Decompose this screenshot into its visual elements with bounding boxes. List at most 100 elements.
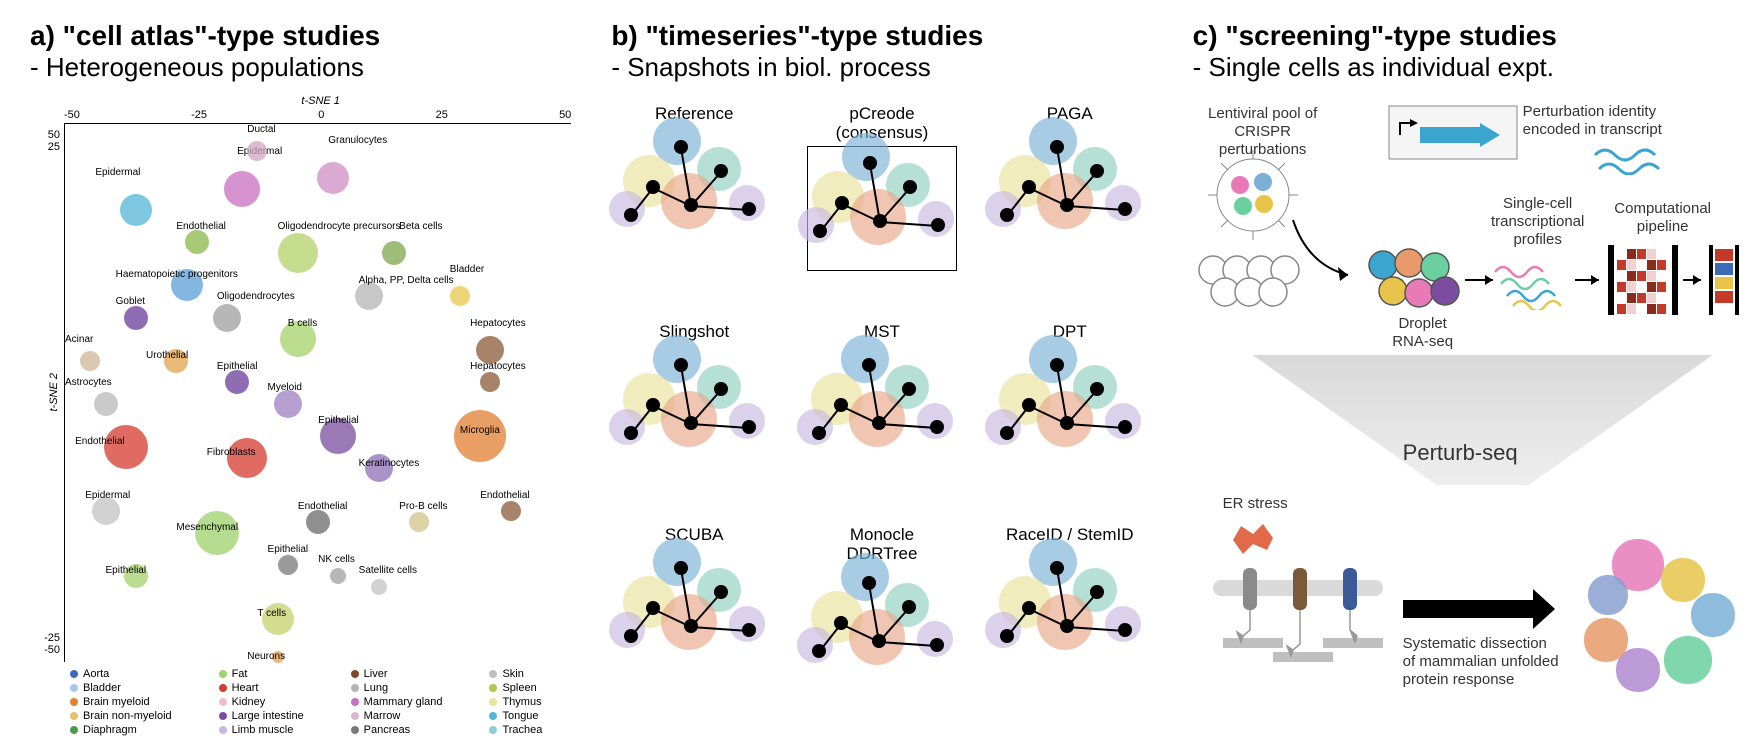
tsne-ylabel: t-SNE 2 [48, 373, 60, 412]
tsne-cluster [306, 510, 330, 534]
encoded-label: Perturbation identityencoded in transcri… [1523, 103, 1693, 139]
legend-label: Liver [364, 668, 388, 680]
tsne-cluster [320, 418, 356, 454]
legend-swatch [351, 698, 359, 706]
trajectory-cell: Reference [611, 105, 777, 305]
tsne-cluster [454, 410, 506, 462]
arrow-pool-to-cells [1288, 215, 1368, 295]
tsne-cluster-label: NK cells [318, 554, 355, 565]
tsne-cluster [476, 336, 504, 364]
tsne-cluster-label: Bladder [450, 264, 484, 275]
trajectory-plot [619, 349, 769, 474]
legend-item: Limb muscle [219, 724, 333, 736]
legend-item: Heart [219, 682, 333, 694]
legend-item: Mammary gland [351, 696, 472, 708]
trajectory-cell: SCUBA [611, 526, 777, 726]
legend-swatch [351, 670, 359, 678]
tsne-cluster [450, 286, 470, 306]
tsne-cluster [94, 392, 118, 416]
tsne-cluster-label: Pro-B cells [399, 501, 447, 512]
tsne-cluster [247, 141, 267, 161]
tsne-cluster [80, 351, 100, 371]
cells-infected-icon [1363, 245, 1463, 315]
legend-item: Tongue [489, 710, 571, 722]
tsne-cluster [274, 390, 302, 418]
legend-item: Marrow [351, 710, 472, 722]
trajectory-cell: MonocleDDRTree [799, 526, 965, 726]
tsne-cluster [92, 497, 120, 525]
legend-swatch [489, 698, 497, 706]
legend-swatch [489, 712, 497, 720]
arrow-to-output [1681, 270, 1709, 290]
heatmap-icon [1608, 245, 1678, 315]
trajectory-plot [807, 146, 957, 271]
trajectory-plot [619, 131, 769, 256]
result-clusters [1588, 550, 1748, 710]
legend-swatch [351, 712, 359, 720]
tsne-cluster [124, 306, 148, 330]
tsne-cluster-label: Acinar [65, 334, 93, 345]
er-stress-icon [1223, 520, 1283, 560]
trajectory-plot [807, 349, 957, 474]
trajectory-plot [995, 552, 1145, 677]
legend-label: Brain myeloid [83, 696, 150, 708]
legend-swatch [219, 698, 227, 706]
tsne-cluster [330, 568, 346, 584]
trajectory-cell: PAGA [987, 105, 1153, 305]
tsne-cluster [272, 651, 284, 663]
panel-c-title: c) "screening"-type studies [1193, 20, 1734, 52]
perturbseq-label: Perturb-seq [1403, 440, 1518, 466]
tsne-plot-area: EpidermalEpidermalGranulocytesEndothelia… [64, 123, 571, 662]
legend-item: Bladder [70, 682, 201, 694]
legend-item: Spleen [489, 682, 571, 694]
tsne-cluster [195, 511, 239, 555]
legend-label: Lung [364, 682, 388, 694]
panel-b: b) "timeseries"-type studies - Snapshots… [611, 20, 1152, 736]
trajectory-label: pCreode(consensus) [836, 105, 929, 142]
legend-swatch [70, 712, 78, 720]
membrane-icon [1203, 560, 1393, 680]
tsne-cluster-label: Endothelial [480, 490, 529, 501]
tsne-yaxis: 50 25 t-SNE 2 -25 -50 [30, 123, 64, 662]
legend-label: Aorta [83, 668, 109, 680]
tsne-cluster [171, 269, 203, 301]
trajectory-cell: pCreode(consensus) [799, 105, 965, 305]
tsne-cluster [371, 579, 387, 595]
big-arrow [1403, 600, 1533, 618]
panel-c-subtitle: - Single cells as individual expt. [1193, 52, 1734, 83]
tsne-xlabel: t-SNE 1 [70, 95, 571, 107]
transcript-box-icon [1388, 105, 1518, 160]
legend-item: Pancreas [351, 724, 472, 736]
legend-swatch [70, 670, 78, 678]
trajectory-cell: DPT [987, 323, 1153, 508]
tsne-cluster [185, 230, 209, 254]
tsne-cluster [124, 564, 148, 588]
panel-c: c) "screening"-type studies - Single cel… [1193, 20, 1734, 736]
legend-label: Spleen [502, 682, 536, 694]
legend-label: Mammary gland [364, 696, 443, 708]
trajectory-cell: MST [799, 323, 965, 508]
tsne-cluster-label: Oligodendrocytes [217, 291, 295, 302]
trajectory-plot [807, 567, 957, 692]
pipeline-label: Computationalpipeline [1603, 200, 1723, 236]
tsne-cluster [227, 438, 267, 478]
legend-item: Kidney [219, 696, 333, 708]
legend-label: Heart [232, 682, 259, 694]
workflow-diagram: Lentiviral pool ofCRISPR perturbations P… [1193, 95, 1734, 736]
dissection-label: Systematic dissectionof mammalian unfold… [1403, 635, 1603, 689]
tsne-cluster-label: Hepatocytes [470, 318, 526, 329]
tsne-cluster-label: Beta cells [399, 221, 442, 232]
legend-label: Skin [502, 668, 523, 680]
lentiviral-icon [1208, 150, 1298, 240]
tsne-cluster [317, 162, 349, 194]
legend-label: Bladder [83, 682, 121, 694]
profiles-icon [1493, 260, 1573, 310]
tsne-cluster-label: Satellite cells [359, 565, 417, 576]
tsne-cluster [480, 372, 500, 392]
tsne-cluster [409, 512, 429, 532]
trajectory-plot [995, 131, 1145, 256]
tsne-cluster [120, 194, 152, 226]
tsne-cluster-label: Astrocytes [65, 377, 112, 388]
trajectory-plot [995, 349, 1145, 474]
legend-label: Tongue [502, 710, 538, 722]
